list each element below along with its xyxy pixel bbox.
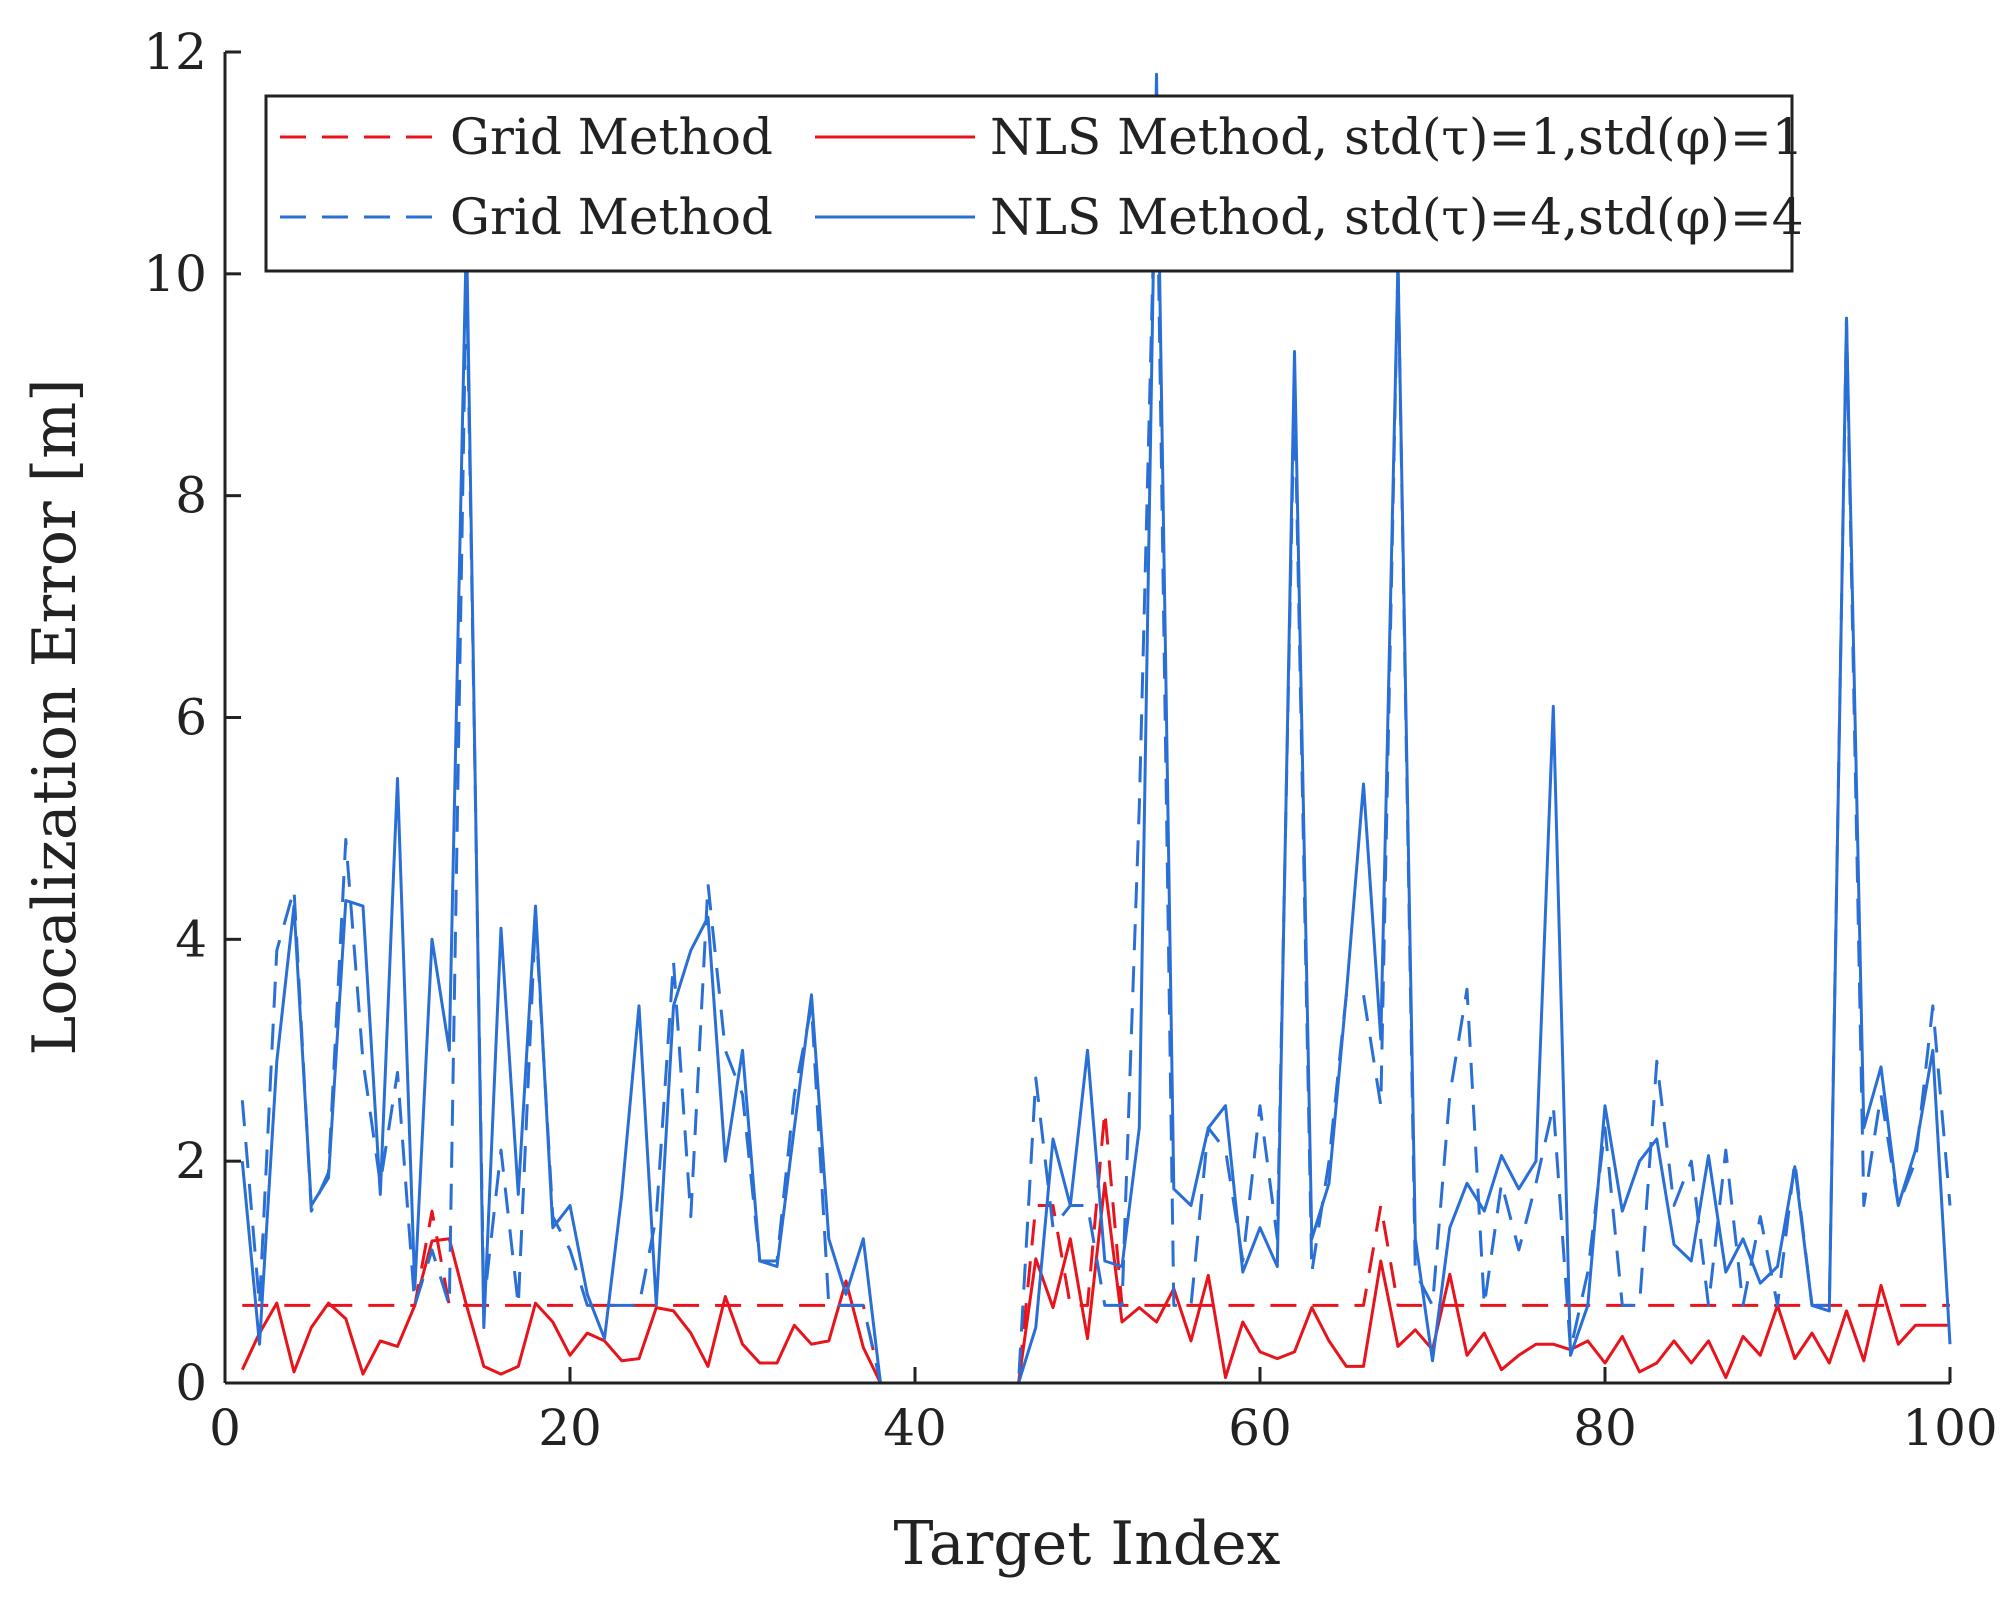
x-tick-label: 60 <box>1228 1399 1292 1457</box>
legend: Grid Method NLS Method, std(τ)=1,std(φ)=… <box>264 94 1804 273</box>
y-axis-label: Localization Error [m] <box>20 379 90 1056</box>
y-tick-label: 4 <box>175 910 207 968</box>
series-layer <box>240 72 1952 1385</box>
legend-label-nls-blue: NLS Method, std(τ)=4,std(φ)=4 <box>990 188 1804 246</box>
x-tick-label: 80 <box>1573 1399 1637 1457</box>
legend-box <box>264 94 1794 273</box>
x-tick-label: 0 <box>209 1399 241 1457</box>
x-tick-label: 20 <box>538 1399 602 1457</box>
x-tick-label: 40 <box>883 1399 947 1457</box>
y-tick-label: 12 <box>143 23 207 81</box>
series-line-0 <box>242 1109 1950 1385</box>
legend-label-grid-red: Grid Method <box>450 108 773 166</box>
y-tick-label: 0 <box>175 1354 207 1412</box>
legend-label-grid-blue: Grid Method <box>450 188 773 246</box>
y-tick-label: 8 <box>175 467 207 525</box>
legend-label-nls-red: NLS Method, std(τ)=1,std(φ)=1 <box>990 108 1804 166</box>
y-tick-label: 10 <box>143 245 207 303</box>
ticks-layer: 0 20 40 60 80 100 0 2 4 6 8 10 12 <box>143 23 1997 1457</box>
y-tick-label: 2 <box>175 1132 207 1190</box>
series-line-3 <box>240 72 1952 1385</box>
y-tick-label: 6 <box>175 689 207 747</box>
x-tick-label: 100 <box>1902 1399 1997 1457</box>
x-axis-label: Target Index <box>893 1509 1280 1579</box>
series-line-2 <box>240 128 1952 1385</box>
